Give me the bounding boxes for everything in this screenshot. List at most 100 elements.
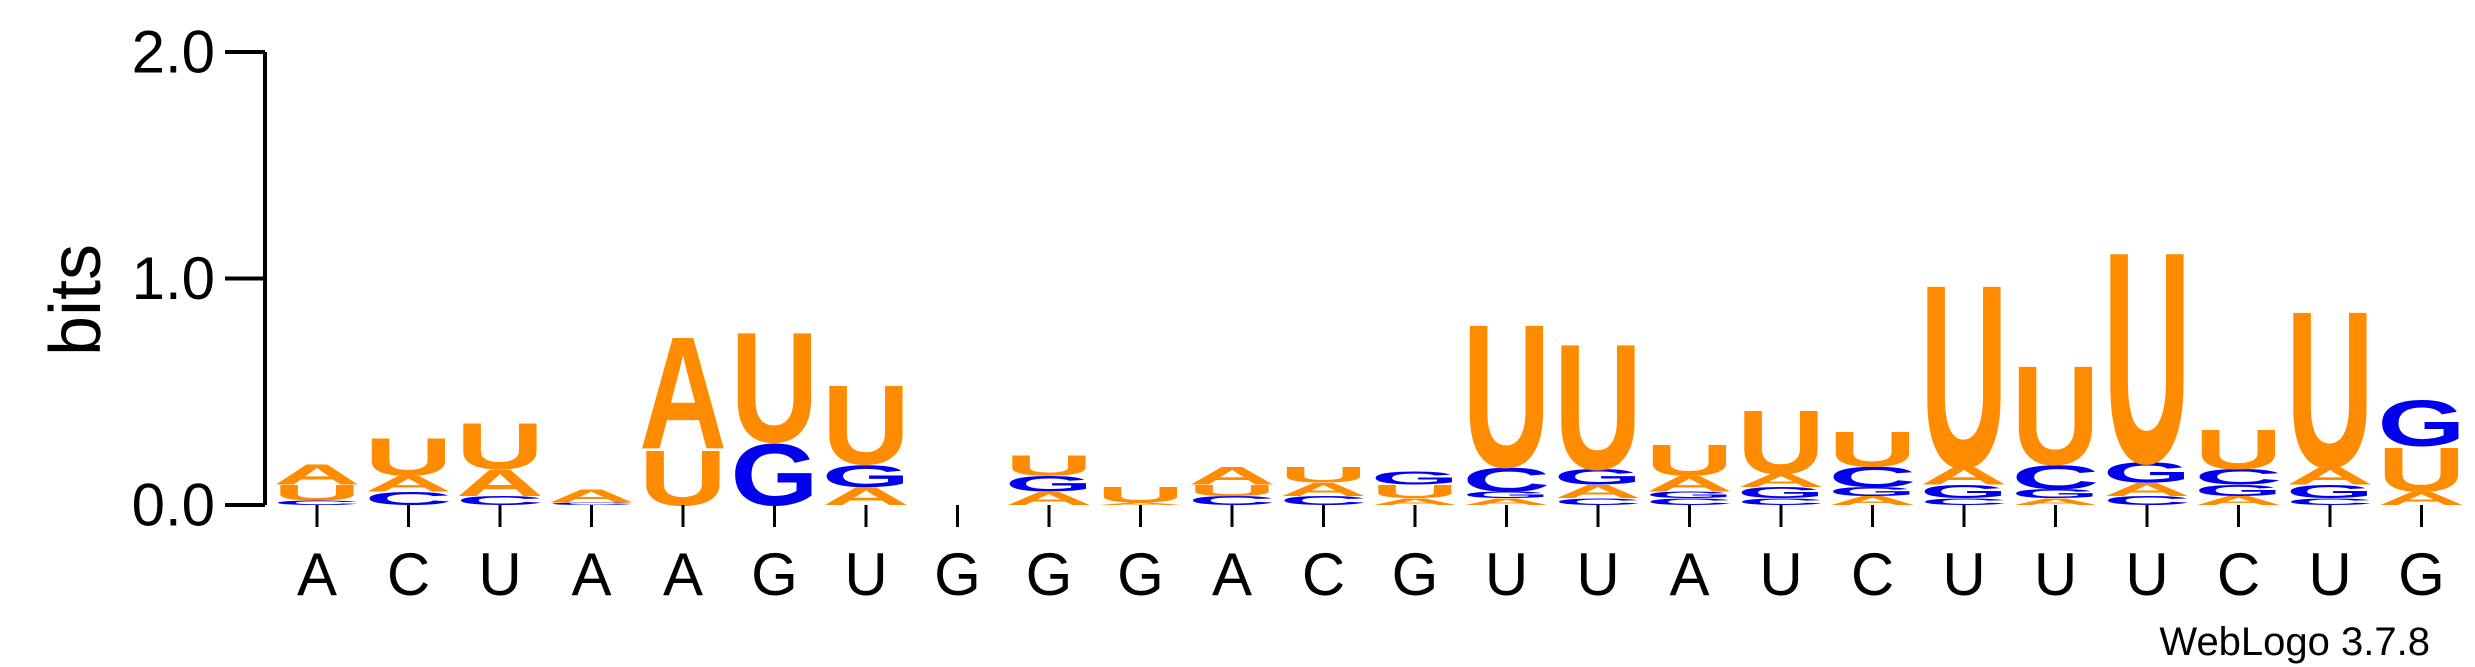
x-position-label: G <box>1026 541 1073 608</box>
x-position-label: U <box>2034 541 2077 608</box>
x-position-label: U <box>844 541 887 608</box>
logo-letter-a: A <box>2378 488 2466 509</box>
logo-letter-u: U <box>2103 189 2191 526</box>
x-position-label: G <box>751 541 798 608</box>
x-position-label: U <box>2125 541 2168 608</box>
logo-letter-u: U <box>822 362 910 488</box>
logo-letter-c: C <box>1188 494 1276 508</box>
logo-letter-a: A <box>1737 470 1825 491</box>
logo-letter-c: C <box>456 494 544 508</box>
y-axis-ticks: 0.0 1.0 2.0 <box>132 19 265 539</box>
logo-letter-a: A <box>1280 479 1368 500</box>
logo-letter-a: A <box>1920 462 2008 490</box>
logo-letter-u: U <box>365 427 453 487</box>
y-axis: 0.0 1.0 2.0 <box>132 19 267 539</box>
logo-letter-u: U <box>731 300 819 476</box>
logo-letter-u: U <box>1737 391 1825 493</box>
x-position-label: U <box>1576 541 1619 608</box>
weblogo-version-footer: WebLogo 3.7.8 <box>2159 620 2430 664</box>
logo-letter-c: C <box>1920 497 2008 507</box>
logo-letter-g: G <box>2378 386 2466 460</box>
logo-letter-a: A <box>1097 502 1185 506</box>
x-position-label: U <box>1485 541 1528 608</box>
logo-letter-g: G <box>1371 468 1459 489</box>
logo-letter-u: U <box>1371 481 1459 502</box>
x-position-label: A <box>571 541 611 608</box>
x-position-label: U <box>1942 541 1985 608</box>
logo-letter-g: G <box>1005 472 1093 497</box>
x-position-label: C <box>1302 541 1345 608</box>
logo-letter-u: U <box>1920 232 2008 523</box>
logo-letter-u: U <box>1005 450 1093 482</box>
logo-letter-a: A <box>456 462 544 504</box>
logo-letter-g: G <box>1920 481 2008 502</box>
y-tick-label: 2.0 <box>132 19 215 86</box>
x-position-label: U <box>2308 541 2351 608</box>
x-position-label: C <box>1851 541 1894 608</box>
logo-letter-a: A <box>1554 481 1642 502</box>
logo-letter-a: A <box>1646 472 1734 497</box>
x-position-label: G <box>2398 541 2445 608</box>
logo-letter-g: G <box>822 458 910 493</box>
logo-letter-c: C <box>1737 497 1825 507</box>
x-position-label: C <box>387 541 430 608</box>
logo-letter-a: A <box>1188 462 1276 490</box>
logo-letter-u: U <box>2195 418 2283 481</box>
logo-letter-a: A <box>273 459 361 491</box>
logo-letter-c: C <box>1554 497 1642 507</box>
logo-letter-c: C <box>2195 465 2283 490</box>
logo-letter-c: C <box>1829 461 1917 493</box>
logo-letter-a: A <box>365 472 453 497</box>
y-tick-label: 0.0 <box>132 472 215 539</box>
logo-letter-g: G <box>1646 490 1734 501</box>
logo-letter-g: G <box>1554 465 1642 490</box>
logo-letter-c: C <box>548 502 636 506</box>
logo-letter-u: U <box>2012 336 2100 495</box>
logo-letter-a: A <box>639 304 727 483</box>
logo-letter-c: C <box>2012 458 2100 497</box>
logo-letter-c: C <box>1463 460 1551 499</box>
logo-letter-g: G <box>1737 484 1825 502</box>
logo-letter-u: U <box>1188 482 1276 500</box>
logo-letter-u: U <box>1554 307 1642 507</box>
x-position-label: G <box>1392 541 1439 608</box>
logo-letter-c: C <box>273 499 361 506</box>
x-position-label: A <box>1212 541 1252 608</box>
logo-letter-u: U <box>456 409 544 483</box>
logo-letter-u: U <box>2378 434 2466 505</box>
logo-letter-c: C <box>2103 494 2191 508</box>
logo-letter-a: A <box>548 486 636 507</box>
x-position-label: U <box>1759 541 1802 608</box>
logo-letter-g: G <box>2012 487 2100 501</box>
y-axis-title: bits <box>36 244 116 356</box>
logo-letter-g: G <box>2195 482 2283 500</box>
logo-letter-a: A <box>2103 479 2191 500</box>
logo-letter-u: U <box>2286 265 2374 515</box>
logo-letter-c: C <box>1280 494 1368 508</box>
logo-letter-c: C <box>2286 497 2374 507</box>
logo-letter-g: G <box>1829 485 1917 499</box>
logo-letter-g: G <box>2103 457 2191 489</box>
logo-letter-a: A <box>2195 494 2283 508</box>
logo-letter-a: A <box>2012 497 2100 507</box>
logo-letter-c: C <box>365 488 453 509</box>
y-tick-label: 1.0 <box>132 245 215 312</box>
logo-letter-g: G <box>1463 490 1551 501</box>
logo-letter-a: A <box>2286 462 2374 490</box>
logo-letter-u: U <box>1280 462 1368 487</box>
logo-letter-a: A <box>1005 488 1093 509</box>
x-position-label: A <box>1669 541 1709 608</box>
logo-letter-u: U <box>1646 436 1734 485</box>
x-position-label: A <box>297 541 337 608</box>
logo-letter-a: A <box>1463 497 1551 507</box>
logo-letter-u: U <box>1829 421 1917 477</box>
logo-letter-u: U <box>1097 483 1185 508</box>
x-position-label: A <box>663 541 703 608</box>
logo-letter-g: G <box>2286 481 2374 502</box>
x-position-label: G <box>1117 541 1164 608</box>
logo-letter-u: U <box>1463 282 1551 510</box>
logo-letter-u: U <box>273 481 361 506</box>
x-position-label: U <box>478 541 521 608</box>
